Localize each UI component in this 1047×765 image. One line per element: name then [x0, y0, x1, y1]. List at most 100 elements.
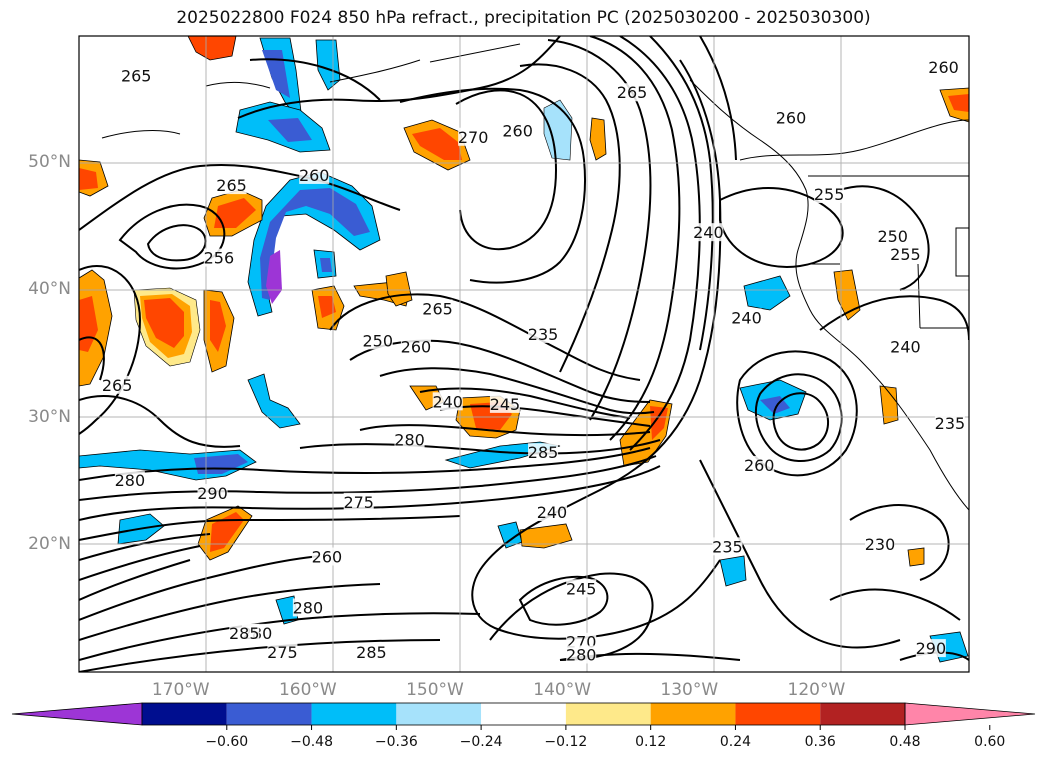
contour-label-bg — [216, 176, 247, 195]
colorbar-tick-label: −0.12 — [544, 734, 588, 750]
colorbar-segment — [565, 703, 651, 725]
contour-label: 280 — [115, 471, 146, 490]
contour-label: 230 — [865, 535, 896, 554]
contour-label-bg — [394, 430, 425, 449]
colorbar-segment — [311, 703, 397, 725]
contour-label: 290 — [916, 639, 947, 658]
contour-label-bg — [362, 331, 393, 350]
colorbar-tick-label: 0.36 — [804, 734, 836, 750]
contour-label: 255 — [890, 245, 921, 264]
contour-label: 285 — [528, 443, 559, 462]
contour-label: 280 — [293, 598, 324, 617]
contour-label-bg — [566, 579, 597, 598]
longitude-label: 140°W — [533, 680, 592, 700]
longitude-label: 120°W — [787, 680, 846, 700]
contour-label-bg — [877, 226, 908, 245]
colorbar-segment — [650, 703, 736, 725]
contour-label: 290 — [197, 484, 228, 503]
contour-label: 245 — [490, 395, 521, 414]
colorbar-tick-label: −0.48 — [290, 734, 333, 750]
colorbar-segment — [226, 703, 312, 725]
contour-label-bg — [566, 645, 597, 664]
contour-label: 235 — [935, 414, 966, 433]
contour-label: 235 — [712, 537, 743, 556]
colorbar-segment — [481, 703, 566, 725]
contour-label-bg — [432, 392, 463, 411]
contour-label: 240 — [432, 392, 463, 411]
colorbar-tick-label: 0.60 — [974, 734, 1006, 750]
contour-label-bg — [731, 308, 762, 327]
contour-label-bg — [458, 127, 489, 146]
contour-label: 285 — [356, 643, 387, 662]
precipitation-fills — [79, 36, 969, 663]
refractivity-contours — [79, 36, 969, 672]
contour-label-bg — [197, 483, 228, 502]
colorbar-tick-label: 0.48 — [889, 734, 921, 750]
contour-label-bg — [865, 534, 895, 553]
contour-label: 255 — [814, 185, 845, 204]
colorbar-tick-label: 0.12 — [635, 734, 667, 750]
contour-label: 260 — [776, 109, 807, 128]
latitude-label: 30°N — [28, 406, 71, 427]
contour-label-bg — [928, 57, 959, 76]
contour-label-bg — [528, 443, 559, 462]
contour-label: 256 — [204, 249, 235, 268]
contour-label: 260 — [928, 58, 959, 77]
contour-label-bg — [617, 83, 648, 102]
contour-label-bg — [693, 223, 724, 242]
contour-label-bg — [343, 492, 374, 511]
contour-label-bg — [712, 537, 743, 556]
map-frame — [78, 35, 970, 673]
colorbar-extend-max — [904, 702, 1036, 726]
contour-label: 280 — [566, 645, 597, 664]
contour-label: 265 — [121, 67, 152, 86]
contour-label-bg — [528, 324, 559, 343]
contour-label: 280 — [394, 430, 425, 449]
contour-label-bg — [400, 337, 431, 356]
contour-label-bg — [422, 299, 453, 318]
colorbar-outline — [141, 702, 906, 726]
contour-label: 265 — [422, 299, 453, 318]
longitude-label: 150°W — [406, 680, 464, 700]
latitude-label: 40°N — [28, 279, 71, 300]
contour-label-bg — [890, 244, 921, 263]
contour-label: 260 — [502, 121, 533, 140]
colorbar-extend-min — [11, 702, 143, 726]
contour-label: 260 — [312, 548, 343, 567]
contour-label-bg — [489, 394, 520, 413]
contour-label: 265 — [617, 83, 648, 102]
contour-label: 240 — [731, 308, 762, 327]
contour-label: 245 — [566, 579, 597, 598]
longitude-label: 160°W — [278, 680, 337, 700]
contour-label: 265 — [216, 176, 247, 195]
contour-label: 260 — [401, 338, 432, 357]
contour-label-bg — [292, 598, 323, 617]
map-title: 2025022800 F024 850 hPa refract., precip… — [176, 8, 871, 28]
longitude-label: 170°W — [151, 680, 210, 700]
contour-label: 285 — [229, 624, 260, 643]
colorbar-segment — [820, 703, 905, 725]
coastlines — [101, 43, 969, 511]
contour-label-bg — [502, 121, 533, 140]
colorbar-tick-label: −0.60 — [205, 734, 249, 750]
contour-label-bg — [536, 503, 567, 521]
contour-label-bg — [915, 639, 946, 658]
colorbar-segment — [396, 703, 482, 725]
contour-label: 260 — [299, 166, 330, 185]
contour-label: 265 — [102, 376, 133, 395]
colorbar-segment — [735, 703, 821, 725]
contour-label-bg — [744, 455, 775, 474]
contour-label-bg — [299, 165, 330, 184]
contour-label: 275 — [267, 643, 298, 662]
contour-label: 260 — [744, 456, 775, 475]
longitude-label: 130°W — [660, 680, 719, 700]
contour-label-bg — [203, 248, 234, 267]
colorbar-segment — [142, 703, 227, 725]
contour-label-bg — [934, 413, 965, 432]
colorbar-segments — [11, 702, 1036, 730]
colorbar-tick-label: −0.36 — [374, 734, 418, 750]
contour-label: 270 — [458, 128, 489, 147]
contour-label-bg — [121, 66, 152, 85]
contour-label-bg — [102, 375, 133, 394]
